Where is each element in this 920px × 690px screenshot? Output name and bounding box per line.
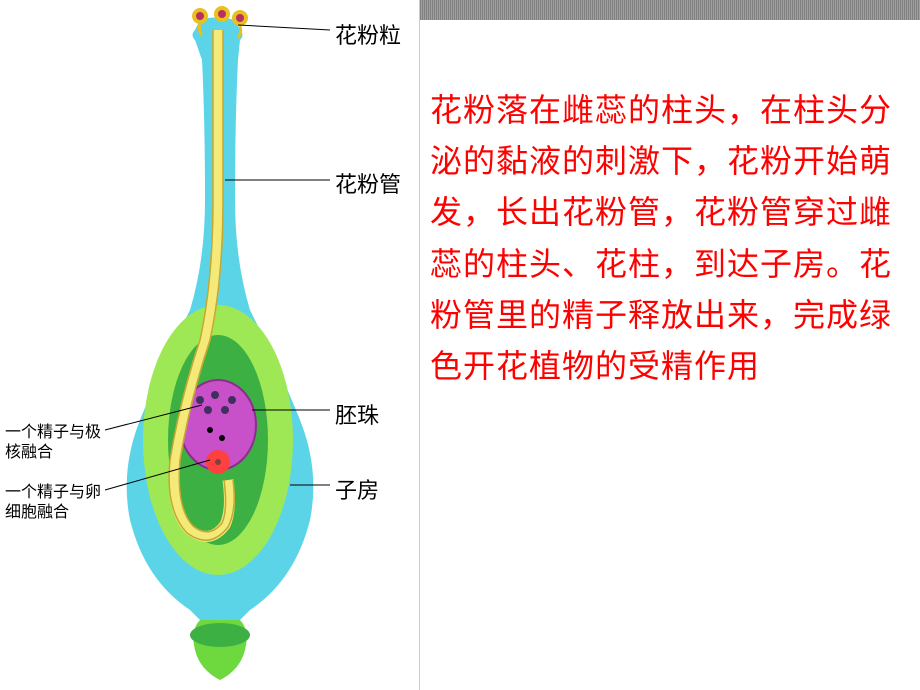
- description-text: 花粉落在雌蕊的柱头，在柱头分泌的黏液的刺激下，花粉开始萌发，长出花粉管，花粉管穿…: [430, 85, 900, 392]
- label-pollen-tube: 花粉管: [335, 167, 401, 199]
- label-sperm-egg-line2: 细胞融合: [5, 498, 69, 522]
- diagram-svg: [0, 0, 420, 690]
- label-pollen-grain: 花粉粒: [335, 18, 401, 50]
- label-ovule: 胚珠: [335, 398, 379, 430]
- label-ovary: 子房: [335, 473, 379, 505]
- text-area: 花粉落在雌蕊的柱头，在柱头分泌的黏液的刺激下，花粉开始萌发，长出花粉管，花粉管穿…: [420, 0, 920, 690]
- header-gray-bar: [420, 0, 920, 20]
- pistil-diagram: 花粉粒 花粉管 胚珠 子房 一个精子与极 核融合 一个精子与卵 细胞融合: [0, 0, 420, 690]
- label-sperm-polar-line2: 核融合: [5, 438, 53, 462]
